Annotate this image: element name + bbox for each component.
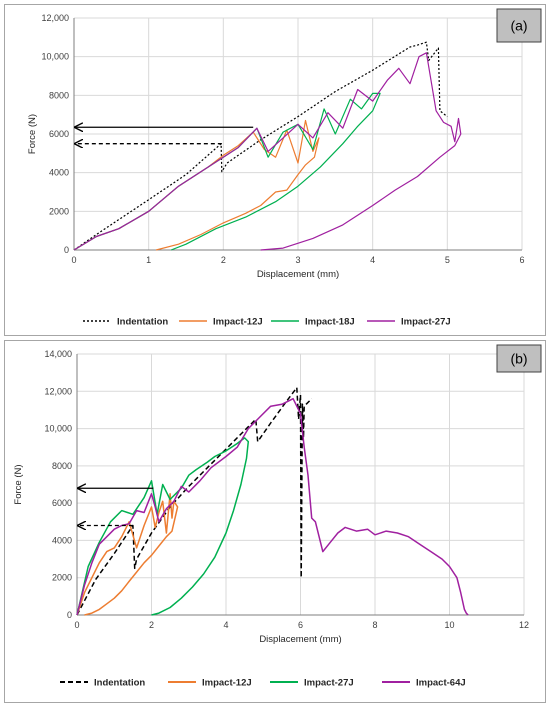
x-tick-label: 6 [298, 620, 303, 630]
series-lines [73, 41, 462, 251]
legend-label: Impact-64J [416, 678, 466, 689]
series-line-impact-12j [76, 493, 179, 616]
legend-label: Impact-18J [305, 317, 355, 328]
legend-label: Impact-12J [202, 678, 252, 689]
y-tick-label: 2000 [52, 573, 72, 583]
series-line-impact-27j [73, 52, 462, 251]
gridlines [73, 17, 523, 251]
series-line-indentation [76, 386, 313, 616]
legend: Indentation Impact-12J Impact-27J Impact-64… [60, 678, 466, 689]
y-tick-label: 6000 [52, 498, 72, 508]
x-axis-title: Displacement (mm) [259, 634, 341, 645]
chart-panel-b: 0 2 4 6 8 10 12 0 2000 4000 6000 8000 10,000 12,000 14… [4, 340, 546, 703]
series-line-impact-12j [73, 119, 320, 251]
x-tick-label: 12 [519, 620, 529, 630]
panel-label-box [496, 8, 542, 43]
x-tick-label: 4 [370, 255, 375, 265]
chart-panel-a: 0 1 2 3 4 5 6 0 2000 4000 6000 8000 10,000 12,000 Disp… [4, 4, 546, 336]
legend-label: Impact-27J [401, 317, 451, 328]
y-tick-label: 6000 [49, 129, 69, 139]
y-tick-label: 14,000 [44, 349, 72, 359]
legend-label: Impact-27J [304, 678, 354, 689]
y-tick-label: 4000 [52, 535, 72, 545]
y-tick-label: 0 [64, 245, 69, 255]
panel-label: (a) [510, 18, 527, 34]
legend: Indentation Impact-12J Impact-18J Impact-27… [83, 317, 451, 328]
x-tick-label: 6 [519, 255, 524, 265]
series-line-impact-27j [76, 437, 250, 616]
series-lines [76, 386, 469, 616]
y-tick-label: 10,000 [41, 52, 69, 62]
panel-label-box [496, 344, 542, 373]
x-tick-label: 10 [444, 620, 454, 630]
y-tick-label: 8000 [49, 90, 69, 100]
x-tick-label: 2 [221, 255, 226, 265]
series-line-impact-18j [73, 92, 381, 251]
chart-a-svg: 0 1 2 3 4 5 6 0 2000 4000 6000 8000 10,000 12,000 Disp… [27, 8, 542, 328]
x-tick-label: 1 [146, 255, 151, 265]
panel-label: (b) [510, 351, 527, 367]
y-tick-label: 12,000 [41, 13, 69, 23]
y-axis-title: Force (N) [13, 464, 24, 504]
x-tick-label: 0 [74, 620, 79, 630]
y-tick-label: 10,000 [44, 424, 72, 434]
legend-label: Impact-12J [213, 317, 263, 328]
x-tick-label: 5 [445, 255, 450, 265]
x-tick-label: 3 [295, 255, 300, 265]
x-axis-title: Displacement (mm) [257, 269, 339, 280]
x-tick-label: 0 [71, 255, 76, 265]
y-tick-label: 8000 [52, 461, 72, 471]
y-axis-title: Force (N) [27, 114, 38, 154]
x-tick-label: 2 [149, 620, 154, 630]
y-tick-label: 2000 [49, 206, 69, 216]
y-tick-label: 12,000 [44, 386, 72, 396]
series-line-indentation [73, 41, 448, 251]
chart-b-svg: 0 2 4 6 8 10 12 0 2000 4000 6000 8000 10,000 12,000 14… [13, 344, 542, 689]
y-tick-label: 0 [67, 610, 72, 620]
legend-label: Indentation [94, 678, 145, 689]
x-tick-label: 4 [223, 620, 228, 630]
y-tick-label: 4000 [49, 168, 69, 178]
x-tick-label: 8 [372, 620, 377, 630]
legend-label: Indentation [117, 317, 168, 328]
series-line-impact-64j [76, 397, 469, 616]
